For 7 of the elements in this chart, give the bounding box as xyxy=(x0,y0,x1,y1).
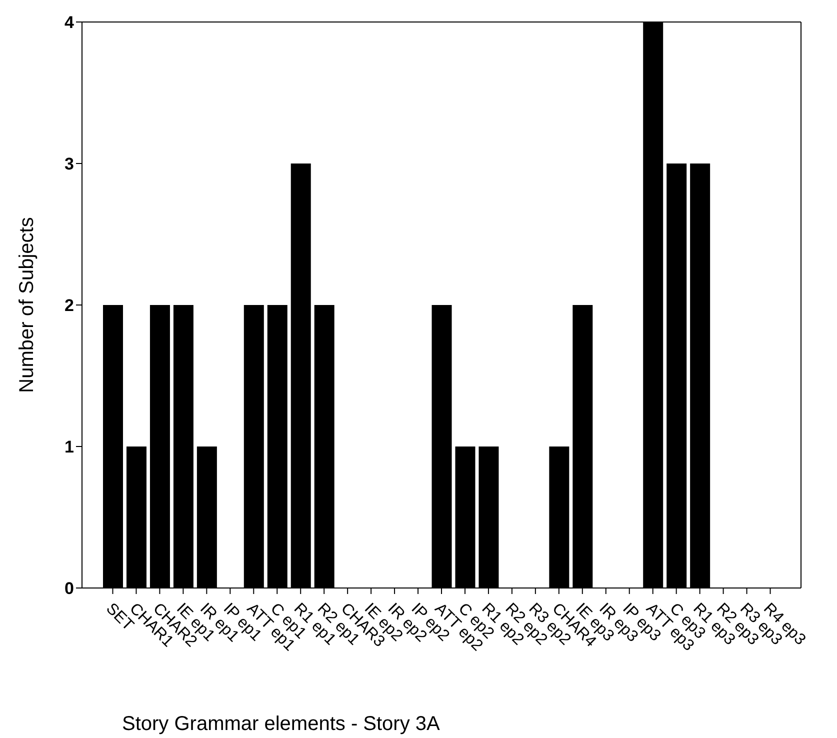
x-axis-title: Story Grammar elements - Story 3A xyxy=(122,713,441,735)
y-tick-label: 1 xyxy=(64,438,74,457)
y-axis-title: Number of Subjects xyxy=(16,217,38,393)
y-tick-label: 3 xyxy=(64,154,74,174)
y-tick-label: 2 xyxy=(64,296,74,316)
y-tick-label: 0 xyxy=(64,579,74,598)
y-tick-label: 4 xyxy=(64,13,75,32)
